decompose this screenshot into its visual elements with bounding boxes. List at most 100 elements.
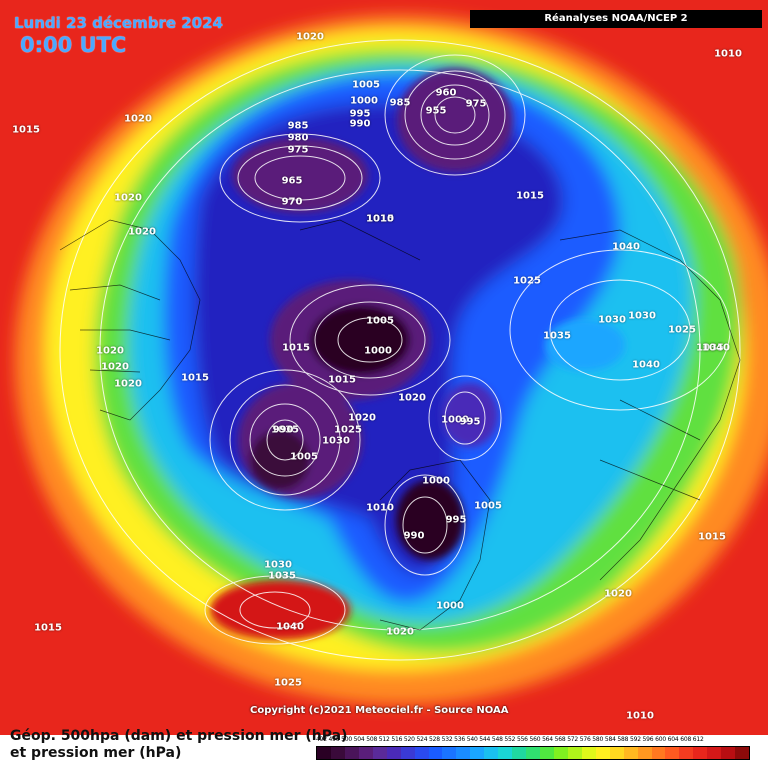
color-scale-swatch bbox=[344, 747, 359, 759]
isobar-label: 975 bbox=[287, 144, 309, 156]
isobar-label: 1020 bbox=[114, 378, 142, 390]
color-scale-swatch bbox=[623, 747, 638, 759]
isobar-lines bbox=[59, 39, 741, 661]
isobar-label: 1000 bbox=[364, 345, 392, 357]
color-scale-swatch bbox=[595, 747, 610, 759]
isobar-label: 1015 bbox=[181, 372, 209, 384]
isobar-label: 1015 bbox=[34, 622, 62, 634]
isobar-label: 1030 bbox=[322, 435, 350, 447]
isobar-label: 1020 bbox=[398, 392, 426, 404]
color-scale-swatch bbox=[372, 747, 387, 759]
isobar-label: 1035 bbox=[696, 342, 724, 354]
color-scale-labels: 492 496 500 504 508 512 516 520 524 528 … bbox=[316, 736, 704, 743]
isobar-label: 1015 bbox=[328, 374, 356, 386]
isobar-label: 1020 bbox=[96, 345, 124, 357]
color-scale-swatch bbox=[428, 747, 443, 759]
color-scale-swatch bbox=[526, 747, 540, 759]
isobar-label: 1005 bbox=[474, 500, 502, 512]
color-scale-swatch bbox=[707, 747, 722, 759]
isobar-label: 1005 bbox=[366, 315, 394, 327]
color-scale-swatch bbox=[665, 747, 680, 759]
isobar-label: 1020 bbox=[124, 113, 152, 125]
color-scale-swatch bbox=[330, 747, 345, 759]
isobar-label: 1025 bbox=[513, 275, 541, 287]
color-scale-swatch bbox=[400, 747, 415, 759]
color-scale-swatch bbox=[470, 747, 485, 759]
low-pressure-cores bbox=[210, 68, 625, 640]
isobar-label: 1010 bbox=[366, 502, 394, 514]
isobar-label: 1035 bbox=[543, 330, 571, 342]
color-scale-swatch bbox=[693, 747, 708, 759]
isobar-label: 975 bbox=[465, 98, 487, 110]
isobar-label: 1010 bbox=[626, 710, 654, 722]
color-scale-swatch bbox=[581, 747, 596, 759]
map-caption-line1: Géop. 500hpa (dam) et pression mer (hPa) bbox=[10, 728, 348, 744]
isobar-label: 1015 bbox=[282, 342, 310, 354]
isobar-label: 1040 bbox=[702, 342, 730, 354]
map-time: 0:00 UTC bbox=[20, 33, 127, 57]
isobar-label: 1020 bbox=[604, 588, 632, 600]
color-scale-swatch bbox=[442, 747, 457, 759]
color-scale-swatch bbox=[386, 747, 401, 759]
color-scale-swatch bbox=[358, 747, 373, 759]
color-scale-swatch bbox=[456, 747, 471, 759]
color-scale-swatch bbox=[609, 747, 624, 759]
isobar-label: 1020 bbox=[386, 626, 414, 638]
isobar-label: 960 bbox=[435, 87, 457, 99]
isobar-label: 985 bbox=[389, 97, 411, 109]
isobar-label: 990 bbox=[272, 424, 294, 436]
isobar-label: 970 bbox=[281, 196, 303, 208]
isobar-label: 1000 bbox=[350, 95, 378, 107]
color-scale-legend: 492 496 500 504 508 512 516 520 524 528 … bbox=[316, 736, 750, 762]
isobar-label: 1035 bbox=[268, 570, 296, 582]
color-scale-swatch bbox=[567, 747, 582, 759]
isobar-label: 1010 bbox=[714, 48, 742, 60]
isobar-label: 980 bbox=[287, 132, 309, 144]
isobar-label: 1005 bbox=[352, 79, 380, 91]
color-scale-swatch bbox=[317, 747, 331, 759]
color-scale-swatch bbox=[512, 747, 527, 759]
isobar-label: 1025 bbox=[274, 677, 302, 689]
color-scale-bar bbox=[316, 746, 750, 760]
map-caption-line2: et pression mer (hPa) bbox=[10, 745, 182, 761]
isobar-label: 995 bbox=[349, 108, 371, 120]
isobar-label: 1040 bbox=[276, 621, 304, 633]
map-date: Lundi 23 décembre 2024 bbox=[14, 14, 223, 32]
color-scale-swatch bbox=[721, 747, 736, 759]
isobar-label: 1030 bbox=[264, 559, 292, 571]
coastlines bbox=[59, 219, 741, 631]
isobar-label: 1025 bbox=[668, 324, 696, 336]
isobar-label: 1020 bbox=[128, 226, 156, 238]
color-scale-swatch bbox=[498, 747, 513, 759]
isobar-label: 1040 bbox=[632, 359, 660, 371]
color-scale-swatch bbox=[540, 747, 554, 759]
color-scale-swatch bbox=[651, 747, 666, 759]
isobar-label: 1000 bbox=[422, 475, 450, 487]
isobar-label: 955 bbox=[425, 105, 447, 117]
color-scale-swatch bbox=[484, 747, 499, 759]
isobar-label: 1000 bbox=[436, 600, 464, 612]
isobar-label: 1020 bbox=[101, 361, 129, 373]
isobar-label: 1020 bbox=[114, 192, 142, 204]
isobar-label: 1025 bbox=[334, 424, 362, 436]
isobar-label: 1030 bbox=[628, 310, 656, 322]
data-source-label: Réanalyses NOAA/NCEP 2 bbox=[470, 10, 762, 28]
isobar-label: 985 bbox=[287, 120, 309, 132]
isobar-label: 1000 bbox=[441, 414, 469, 426]
isobar-label: 1020 bbox=[296, 31, 324, 43]
isobar-label: 990 bbox=[403, 530, 425, 542]
color-scale-swatch bbox=[637, 747, 652, 759]
isobar-label: 965 bbox=[281, 175, 303, 187]
isobar-label: 1005 bbox=[290, 451, 318, 463]
color-scale-swatch bbox=[553, 747, 568, 759]
color-scale-swatch bbox=[679, 747, 694, 759]
isobar-label: 1015 bbox=[516, 190, 544, 202]
isobar-label: 1030 bbox=[598, 314, 626, 326]
weather-map bbox=[15, 15, 768, 705]
isobar-label: 1040 bbox=[612, 241, 640, 253]
isobar-label: 1020 bbox=[348, 412, 376, 424]
isobar-label: 1015 bbox=[366, 213, 394, 225]
isobar-label: 1015 bbox=[698, 531, 726, 543]
color-scale-swatch bbox=[414, 747, 429, 759]
isobar-label: 990 bbox=[349, 118, 371, 130]
